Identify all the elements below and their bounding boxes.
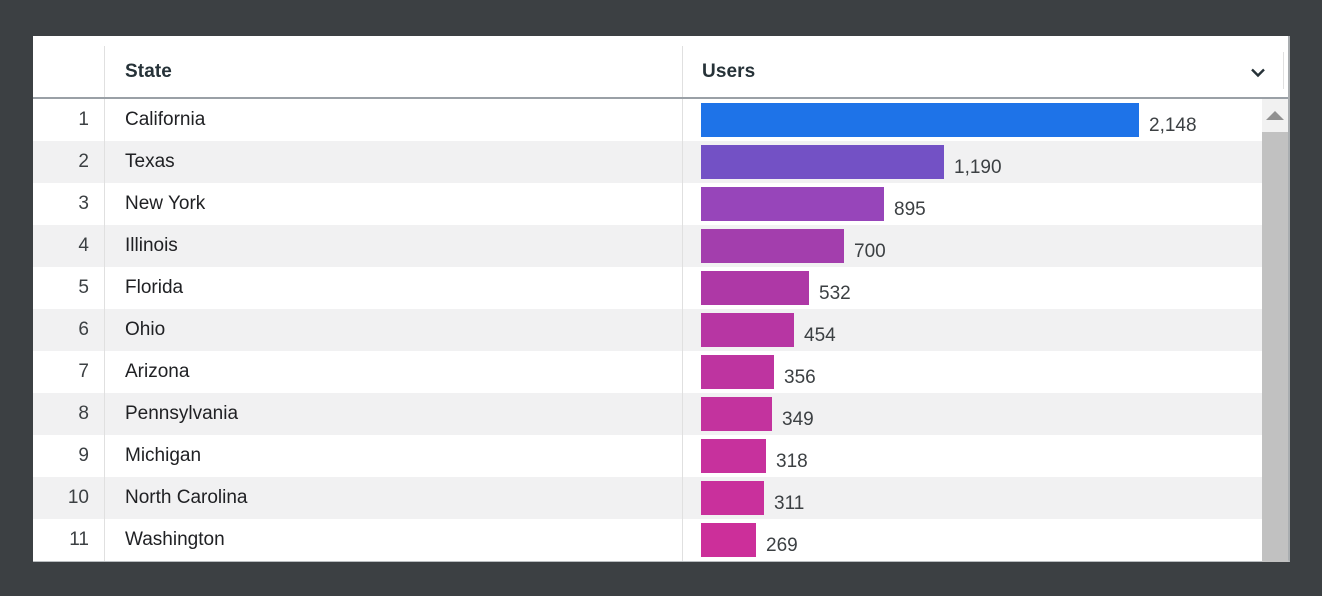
users-bar: [701, 271, 809, 305]
row-rank: 8: [33, 393, 105, 435]
row-rank: 5: [33, 267, 105, 309]
row-rank: 1: [33, 99, 105, 141]
table-row: 4 Illinois 700: [33, 225, 1262, 267]
users-bar: [701, 481, 764, 515]
row-users-cell: 895: [683, 183, 1262, 225]
row-rank: 4: [33, 225, 105, 267]
row-users-cell: 318: [683, 435, 1262, 477]
users-bar: [701, 523, 756, 557]
scroll-up-button[interactable]: [1262, 99, 1288, 132]
users-value: 532: [819, 283, 851, 304]
users-bar: [701, 439, 766, 473]
table-row: 5 Florida 532: [33, 267, 1262, 309]
row-state: Michigan: [105, 435, 683, 477]
table-row: 2 Texas 1,190: [33, 141, 1262, 183]
row-users-cell: 2,148: [683, 99, 1262, 141]
state-column-label: State: [125, 60, 172, 82]
scrollbar-thumb[interactable]: [1262, 132, 1288, 562]
row-rank: 11: [33, 519, 105, 561]
users-value: 1,190: [954, 157, 1002, 178]
users-value: 454: [804, 325, 836, 346]
row-rank: 6: [33, 309, 105, 351]
header-rank-column: [33, 46, 105, 97]
users-value: 269: [766, 535, 798, 556]
row-state: Arizona: [105, 351, 683, 393]
row-users-cell: 311: [683, 477, 1262, 519]
table-row: 3 New York 895: [33, 183, 1262, 225]
table-row: 10 North Carolina 311: [33, 477, 1262, 519]
row-state: Washington: [105, 519, 683, 561]
row-users-cell: 700: [683, 225, 1262, 267]
table-body-area: 1 California 2,148 2 Texas 1,190 3 New Y…: [33, 99, 1288, 562]
table-row: 11 Washington 269: [33, 519, 1262, 561]
row-rank: 3: [33, 183, 105, 225]
chevron-down-icon[interactable]: [1246, 60, 1270, 84]
row-users-cell: 454: [683, 309, 1262, 351]
users-column-label: Users: [702, 60, 756, 82]
users-bar: [701, 397, 772, 431]
row-rank: 2: [33, 141, 105, 183]
users-bar: [701, 229, 844, 263]
row-state: Illinois: [105, 225, 683, 267]
header-users-column[interactable]: Users: [683, 46, 1288, 97]
vertical-scrollbar[interactable]: [1262, 99, 1288, 562]
row-state: New York: [105, 183, 683, 225]
table-row: 1 California 2,148: [33, 99, 1262, 141]
data-table-card: State Users 1 California 2,148 2 Texas 1…: [33, 36, 1290, 562]
row-users-cell: 349: [683, 393, 1262, 435]
users-value: 895: [894, 199, 926, 220]
row-state: Florida: [105, 267, 683, 309]
table-rows: 1 California 2,148 2 Texas 1,190 3 New Y…: [33, 99, 1262, 562]
users-value: 318: [776, 451, 808, 472]
users-value: 311: [774, 493, 805, 514]
table-row: 6 Ohio 454: [33, 309, 1262, 351]
table-row: 9 Michigan 318: [33, 435, 1262, 477]
table-header: State Users: [33, 36, 1288, 99]
row-users-cell: 1,190: [683, 141, 1262, 183]
users-value: 356: [784, 367, 816, 388]
scroll-up-arrow-icon: [1266, 111, 1284, 120]
row-rank: 7: [33, 351, 105, 393]
row-users-cell: 269: [683, 519, 1262, 561]
row-rank: 9: [33, 435, 105, 477]
row-state: California: [105, 99, 683, 141]
users-value: 700: [854, 241, 886, 262]
users-bar: [701, 145, 944, 179]
row-state: North Carolina: [105, 477, 683, 519]
table-row: 7 Arizona 356: [33, 351, 1262, 393]
row-state: Texas: [105, 141, 683, 183]
users-value: 2,148: [1149, 115, 1197, 136]
row-users-cell: 532: [683, 267, 1262, 309]
users-bar: [701, 355, 774, 389]
table-row: 8 Pennsylvania 349: [33, 393, 1262, 435]
row-users-cell: 356: [683, 351, 1262, 393]
row-rank: 10: [33, 477, 105, 519]
header-state-column[interactable]: State: [105, 46, 683, 97]
users-value: 349: [782, 409, 814, 430]
row-state: Ohio: [105, 309, 683, 351]
users-bar: [701, 187, 884, 221]
users-bar: [701, 313, 794, 347]
users-bar: [701, 103, 1139, 137]
row-state: Pennsylvania: [105, 393, 683, 435]
